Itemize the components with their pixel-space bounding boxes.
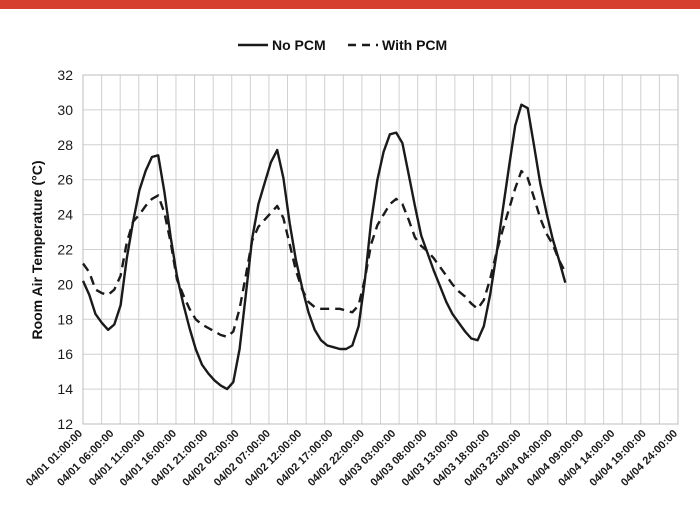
y-tick-label: 30 — [57, 102, 73, 118]
y-tick-label: 20 — [57, 276, 73, 292]
legend: No PCM With PCM — [238, 37, 447, 53]
y-tick-label: 12 — [57, 416, 73, 432]
y-tick-label: 32 — [57, 67, 73, 83]
y-tick-label: 24 — [57, 207, 73, 223]
grid — [82, 74, 679, 425]
plot-area-border — [82, 74, 679, 425]
y-tick-label: 16 — [57, 346, 73, 362]
y-axis-ticks: 12 14 16 18 20 22 24 26 28 30 32 — [57, 67, 73, 432]
legend-label-no-pcm: No PCM — [272, 37, 326, 53]
series-lines — [81, 103, 567, 391]
y-tick-label: 22 — [57, 242, 73, 258]
top-accent-bar — [0, 0, 700, 9]
series-line-no-pcm — [81, 103, 567, 391]
y-tick-label: 14 — [57, 381, 73, 397]
y-tick-label: 18 — [57, 311, 73, 327]
x-tick-label: 04/04 24:00:00 — [619, 428, 680, 489]
legend-label-with-pcm: With PCM — [382, 37, 447, 53]
series-line-with-pcm — [82, 169, 567, 338]
y-tick-label: 26 — [57, 172, 73, 188]
y-axis-label: Room Air Temperature (°C) — [29, 160, 45, 339]
y-tick-label: 28 — [57, 137, 73, 153]
x-tick-label: 04/01 11:00:00 — [87, 428, 148, 489]
